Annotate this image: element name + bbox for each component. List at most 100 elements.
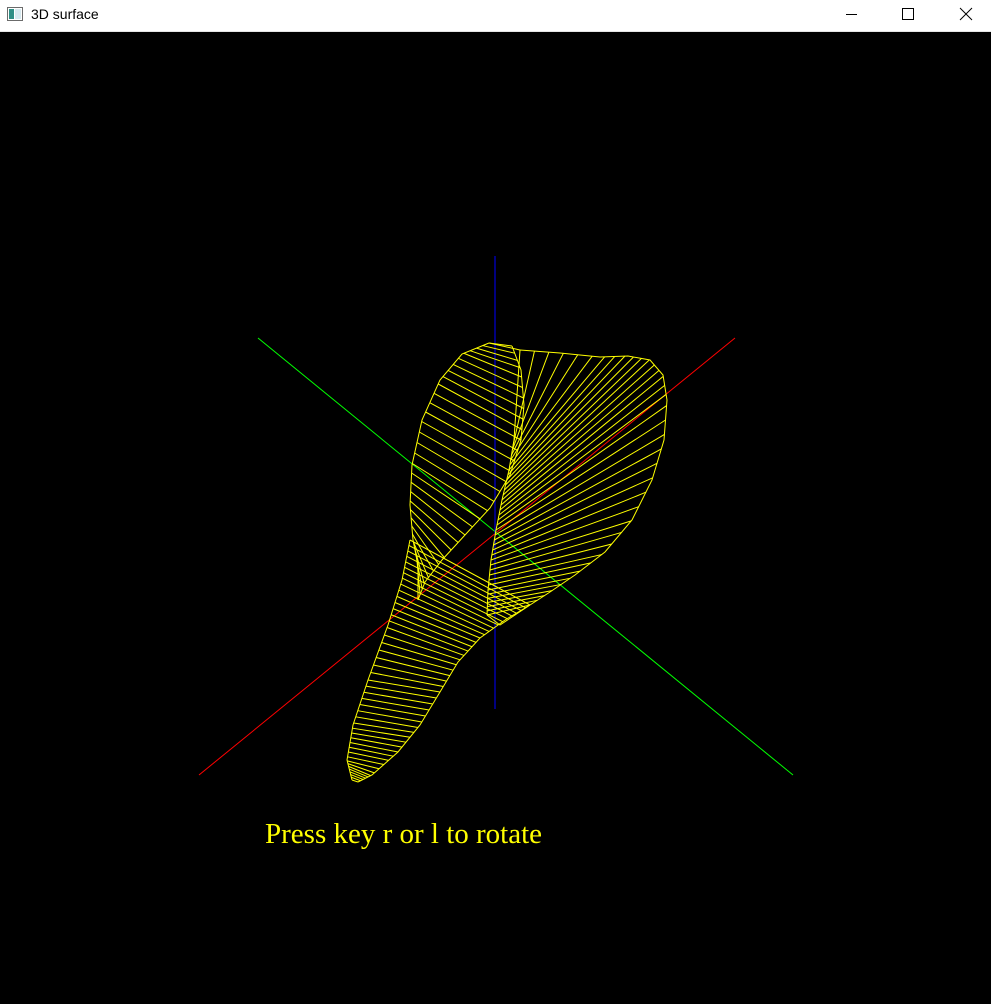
surface-ruling — [407, 550, 522, 611]
surface-ruling — [458, 357, 523, 388]
surface-ruling — [502, 359, 650, 496]
surface-ruling — [347, 760, 380, 770]
app-window-icon — [7, 7, 23, 21]
surface-ruling — [355, 716, 419, 728]
y-axis — [257, 337, 794, 776]
surface-ruling — [353, 722, 415, 733]
maximize-button[interactable] — [879, 0, 937, 31]
surface-ruling — [370, 672, 444, 688]
surface-ruling — [492, 477, 653, 551]
surface-ruling — [487, 570, 581, 591]
window-title: 3D surface — [31, 6, 99, 22]
surface-ruling — [482, 345, 515, 354]
surface-ruling — [410, 491, 466, 536]
render-canvas[interactable] — [0, 33, 991, 1004]
surface-ruling — [495, 419, 666, 531]
rotate-hint: Press key r or l to rotate — [265, 818, 543, 850]
surface-ruling — [386, 627, 465, 656]
surface-ruling — [410, 517, 445, 558]
surface-ruling — [357, 710, 422, 723]
surface-ruling — [396, 595, 485, 636]
surface-ruling — [347, 756, 384, 766]
surface-ruling — [376, 657, 450, 677]
surface-ruling — [367, 679, 441, 693]
surface-ruling — [411, 472, 481, 520]
surface-ruling — [363, 691, 433, 705]
minimize-icon — [846, 14, 857, 15]
surface-ruling — [404, 566, 508, 620]
surface-ruling — [513, 349, 521, 441]
surface-ruling — [347, 763, 375, 774]
close-button[interactable] — [936, 0, 991, 31]
surface-ruling — [378, 649, 454, 671]
surface-ruling — [494, 434, 665, 536]
surface-ruling — [491, 491, 647, 556]
surface-ruling — [490, 520, 632, 566]
surface-ruling — [493, 462, 658, 546]
title-bar[interactable]: 3D surface — [0, 0, 991, 32]
surface-ruling — [476, 347, 518, 361]
close-icon — [959, 7, 973, 21]
surface-ruling — [411, 525, 440, 565]
surface-ruling — [511, 351, 550, 451]
surface-ruling — [410, 481, 473, 528]
surface-ruling — [348, 765, 371, 777]
surface-ruling — [384, 634, 461, 661]
surface-ruling — [361, 697, 430, 711]
surface-ruling — [419, 431, 507, 483]
surface-ruling — [349, 768, 369, 778]
surface-ruling — [503, 358, 642, 491]
surface-ruling — [496, 405, 667, 526]
wireframe-surface — [346, 342, 668, 783]
surface-edge — [519, 349, 668, 606]
surface-ruling — [359, 704, 426, 717]
surface-ruling — [409, 500, 459, 543]
surface-ruling — [433, 392, 522, 441]
surface-ruling — [442, 376, 524, 420]
surface-ruling — [487, 577, 571, 595]
surface-ruling — [408, 545, 526, 609]
surface-ruling — [414, 452, 495, 502]
surface-ruling — [402, 577, 499, 626]
surface-ruling — [429, 402, 518, 451]
surface-ruling — [349, 742, 399, 753]
surface-ruling — [373, 664, 447, 682]
surface-ruling — [351, 732, 407, 743]
surface-ruling — [394, 602, 481, 639]
surface-ruling — [425, 411, 515, 462]
surface-ruling — [487, 595, 545, 608]
surface-ruling — [489, 543, 612, 576]
surface-ruling — [487, 583, 562, 599]
surface-ruling — [499, 376, 664, 511]
surface-ruling — [488, 342, 513, 347]
surface-ruling — [487, 590, 553, 603]
surface-ruling — [352, 727, 411, 738]
surface-ruling — [469, 350, 521, 369]
surface-ruling — [350, 774, 364, 780]
surface-edge — [486, 604, 531, 626]
surface-ruling — [349, 771, 366, 779]
surface-ruling — [348, 751, 389, 761]
surface-ruling — [489, 531, 622, 571]
surface-ruling — [488, 562, 591, 586]
surface-ruling — [498, 385, 665, 516]
surface-ruling — [403, 572, 503, 623]
surface-ruling — [447, 370, 524, 409]
surface-ruling — [510, 354, 579, 461]
surface-ruling — [452, 363, 524, 399]
surface-ruling — [405, 561, 513, 617]
surface-ruling — [437, 383, 523, 430]
minimize-button[interactable] — [822, 0, 880, 31]
surface-ruling — [390, 614, 473, 648]
surface-ruling — [500, 370, 660, 506]
surface-ruling — [392, 608, 477, 643]
surface-ruling — [398, 589, 490, 632]
surface-ruling — [351, 776, 361, 782]
maximize-icon — [902, 8, 914, 20]
surface-ruling — [505, 356, 634, 486]
surface-ruling — [511, 353, 564, 456]
surface-ruling — [497, 394, 667, 521]
surface-ruling — [501, 364, 655, 501]
surface-edge — [357, 604, 531, 783]
surface-ruling — [350, 737, 403, 748]
